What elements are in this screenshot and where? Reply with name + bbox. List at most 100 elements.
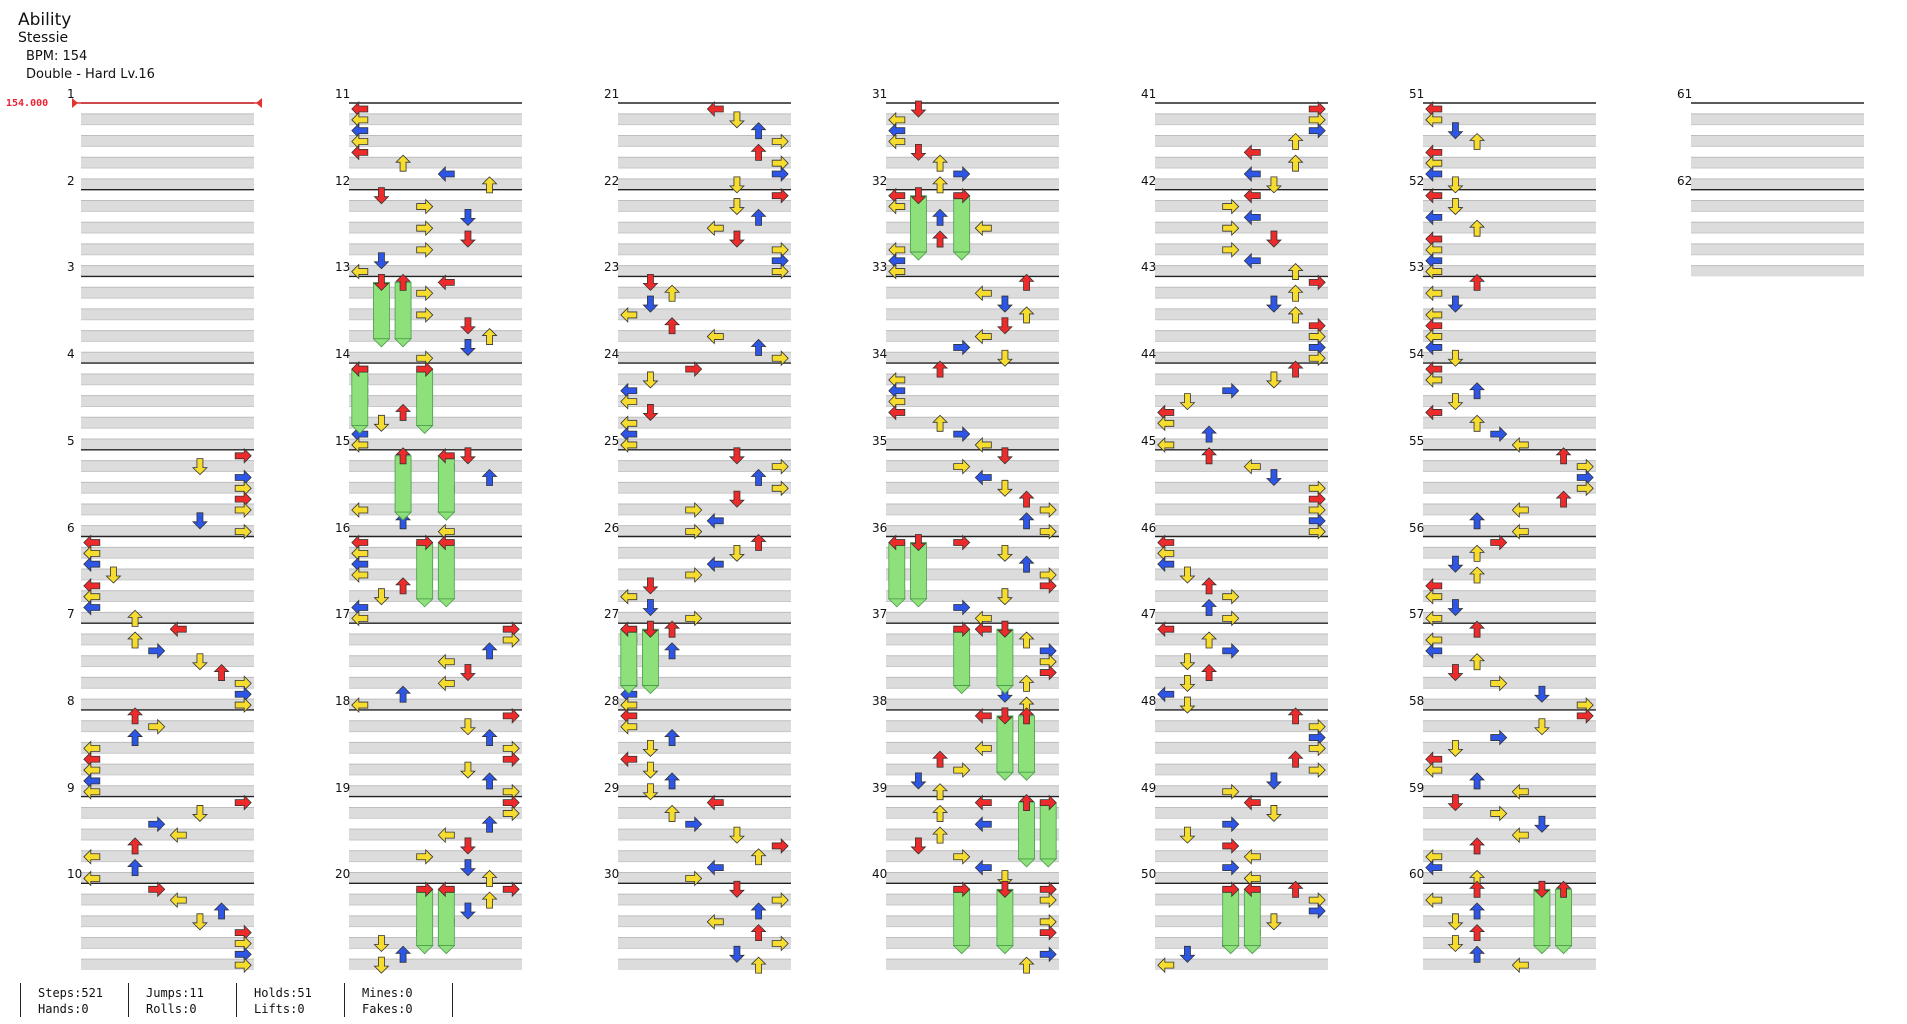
measure-2 xyxy=(81,188,254,277)
beat-stripe xyxy=(886,135,1059,147)
stat-divider xyxy=(452,983,453,1017)
arrow-right-icon xyxy=(685,502,703,518)
arrow-down-icon xyxy=(1179,653,1196,671)
measure-35 xyxy=(886,449,1059,537)
arrow-up-icon xyxy=(481,328,498,345)
hold-body xyxy=(620,628,638,686)
arrow-up-icon xyxy=(1201,663,1218,681)
arrow-down-icon xyxy=(459,208,476,226)
beat-stripe xyxy=(349,503,522,515)
arrow-up-icon xyxy=(1469,924,1486,942)
beat-stripe xyxy=(349,590,522,602)
beat-stripe xyxy=(81,742,254,754)
arrow-right-icon xyxy=(953,534,971,551)
arrow-left-icon xyxy=(1243,166,1261,182)
arrow-down-icon xyxy=(728,490,745,508)
measure-number: 4 xyxy=(67,347,75,362)
beat-stripe xyxy=(618,612,791,624)
beat-stripe xyxy=(886,222,1059,234)
arrow-right-icon xyxy=(685,816,703,833)
arrow-left-icon xyxy=(83,848,101,865)
beat-stripe xyxy=(1155,525,1328,537)
notes-measure-29 xyxy=(664,794,789,887)
arrow-right-icon xyxy=(685,567,703,583)
arrow-left-icon xyxy=(620,718,638,735)
arrow-down-icon xyxy=(1447,935,1464,953)
arrow-up-icon xyxy=(1469,880,1486,898)
beat-stripe xyxy=(349,764,522,775)
beat-stripe xyxy=(1155,438,1328,450)
beat-stripe xyxy=(1423,243,1596,255)
beat-stripe xyxy=(886,503,1059,515)
beat-stripe xyxy=(1423,308,1596,320)
arrow-right-icon xyxy=(1222,198,1240,215)
stat-lifts-value: Lifts:0 xyxy=(254,1002,305,1016)
beat-stripe xyxy=(1155,482,1328,494)
measure-number: 10 xyxy=(67,867,83,882)
beat-stripe xyxy=(886,634,1059,645)
beat-stripe xyxy=(349,482,522,494)
beat-stripe xyxy=(886,894,1059,905)
notes-measure-28 xyxy=(620,707,681,801)
measure-number: 58 xyxy=(1409,693,1425,708)
arrow-up-icon xyxy=(1018,631,1035,649)
beat-stripe xyxy=(1155,503,1328,515)
beat-stripe xyxy=(349,525,522,537)
arrow-up-icon xyxy=(1469,653,1486,671)
beat-stripe xyxy=(1423,829,1596,840)
arrow-down-icon xyxy=(373,935,390,953)
beat-stripe xyxy=(886,937,1059,949)
bpm-change-label: 154.000 xyxy=(6,98,49,109)
arrow-down-icon xyxy=(1447,349,1464,367)
beat-stripe xyxy=(81,872,254,884)
stat-divider xyxy=(236,983,237,1017)
beat-stripe xyxy=(618,265,791,277)
arrow-right-icon xyxy=(1039,924,1057,941)
arrow-right-icon xyxy=(502,707,520,724)
hold-end-icon xyxy=(995,945,1014,955)
arrow-up-icon xyxy=(213,663,230,681)
measure-number: 7 xyxy=(67,607,75,622)
beat-stripe xyxy=(618,352,791,364)
arrow-up-icon xyxy=(664,804,681,822)
notes-measure-60 xyxy=(1425,880,1573,974)
arrow-down-icon xyxy=(642,371,659,389)
beat-stripe xyxy=(81,200,254,212)
arrow-up-icon xyxy=(932,208,949,226)
arrow-left-icon xyxy=(974,621,992,638)
arrow-left-icon xyxy=(706,220,724,237)
measure-number: 42 xyxy=(1141,173,1157,188)
measure-28 xyxy=(618,709,791,797)
measure-number: 35 xyxy=(872,433,888,448)
arrow-up-icon xyxy=(750,143,767,161)
arrow-left-icon xyxy=(169,892,187,909)
beat-stripe xyxy=(618,720,791,732)
beat-stripe xyxy=(349,677,522,689)
arrow-up-icon xyxy=(1201,598,1218,616)
measure-number: 19 xyxy=(335,780,351,795)
arrow-down-icon xyxy=(1179,566,1196,584)
arrow-up-icon xyxy=(1469,772,1486,790)
measure-62 xyxy=(1691,188,1864,277)
arrow-up-icon xyxy=(1287,132,1304,150)
hold-body xyxy=(394,455,412,513)
arrow-down-icon xyxy=(191,458,208,476)
arrow-right-icon xyxy=(1222,588,1240,605)
arrow-up-icon xyxy=(127,729,144,746)
measure-9 xyxy=(81,795,254,884)
measure-29 xyxy=(618,795,791,884)
arrow-up-icon xyxy=(932,750,949,768)
arrow-left-icon xyxy=(974,816,992,833)
arrow-right-icon xyxy=(1222,881,1240,898)
measure-59 xyxy=(1423,795,1596,884)
arrow-right-icon xyxy=(416,285,434,302)
arrow-up-icon xyxy=(932,414,949,432)
hold-end-icon xyxy=(995,685,1014,695)
measure-31 xyxy=(886,102,1059,190)
arrow-up-icon xyxy=(1469,945,1486,963)
arrow-left-icon xyxy=(1243,458,1261,475)
beat-stripe xyxy=(1423,373,1596,385)
arrow-down-icon xyxy=(1533,718,1550,736)
measure-52 xyxy=(1423,188,1596,277)
measure-33 xyxy=(886,275,1059,364)
